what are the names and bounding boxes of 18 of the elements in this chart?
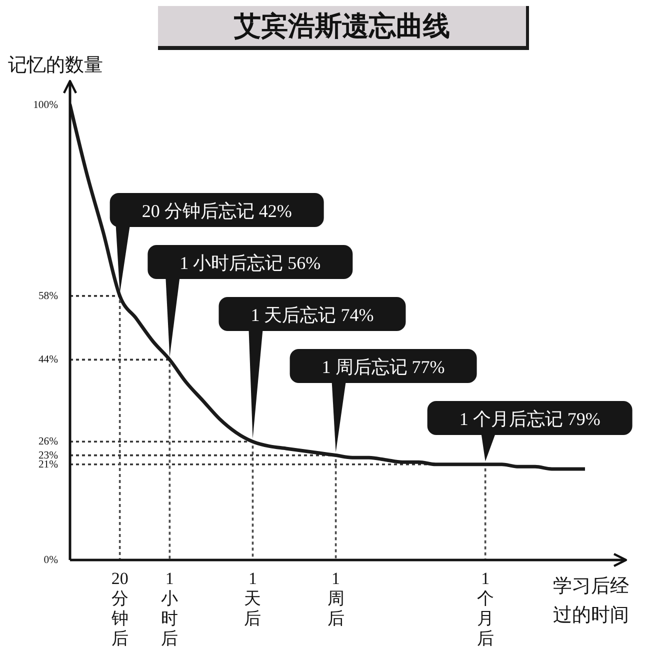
x-tick-label: 1个月后 <box>476 569 494 648</box>
y-tick-label: 0% <box>44 554 58 566</box>
y-tick-label: 58% <box>38 290 58 302</box>
annotation: 1 天后忘记 74% <box>250 305 374 325</box>
y-axis-title: 记忆的数量 <box>8 55 103 76</box>
x-tick-label: 20分钟后 <box>110 569 128 648</box>
y-tick-label: 44% <box>38 354 58 366</box>
annotation: 1 周后忘记 77% <box>322 357 445 377</box>
y-tick-label: 26% <box>38 436 58 448</box>
annotation: 1 个月后忘记 79% <box>459 409 600 429</box>
x-axis-title: 学习后经过的时间 <box>553 575 630 628</box>
x-tick-label: 1天后 <box>244 569 262 628</box>
x-tick-label: 1周后 <box>327 569 344 628</box>
annotation: 20 分钟后忘记 42% <box>142 201 292 221</box>
chart-title: 艾宾浩斯遗忘曲线 <box>234 10 450 43</box>
annotation: 1 小时后忘记 56% <box>180 253 321 273</box>
y-tick-label: 100% <box>33 98 58 111</box>
x-tick-label: 1小时后 <box>161 569 178 648</box>
